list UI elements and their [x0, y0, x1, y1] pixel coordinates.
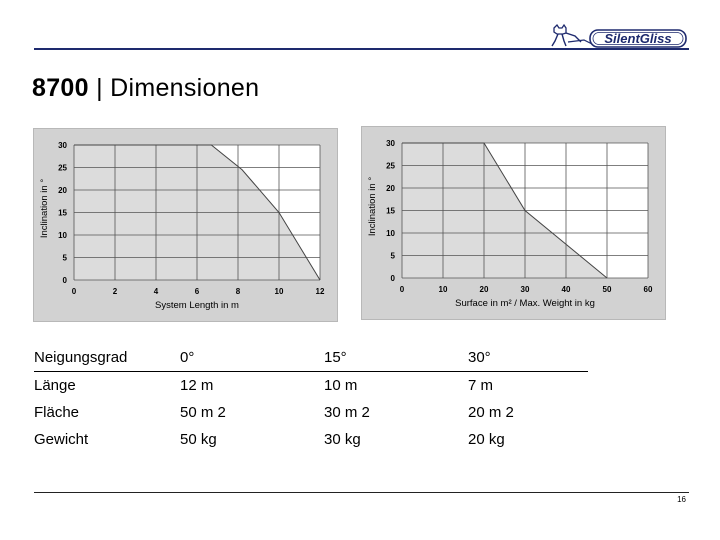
page-title-number: 8700	[32, 74, 89, 102]
x-tick-label: 4	[154, 287, 159, 296]
x-axis-label: Surface in m² / Max. Weight in kg	[455, 298, 595, 309]
x-tick-label: 8	[236, 287, 241, 296]
cat-mascot-icon	[551, 23, 593, 47]
x-tick-label: 2	[113, 287, 118, 296]
table-header-cell: 15°	[324, 344, 468, 372]
table-cell: Länge	[34, 377, 76, 394]
y-tick-label: 15	[58, 209, 67, 218]
x-axis-label: System Length in m	[155, 300, 239, 311]
x-tick-label: 30	[521, 285, 530, 294]
table-cell: 7 m	[468, 377, 494, 394]
y-tick-label: 30	[58, 141, 67, 150]
x-tick-label: 50	[603, 285, 612, 294]
table-cell: 30 m 2	[324, 404, 370, 421]
y-tick-label: 15	[386, 207, 395, 216]
y-tick-label: 20	[386, 184, 395, 193]
y-tick-label: 25	[58, 164, 67, 173]
page-title: 8700 | Dimensionen	[32, 74, 259, 103]
y-tick-label: 20	[58, 186, 67, 195]
dimensions-table: Neigungsgrad 0° 15° 30° Länge 12 m 10 m …	[34, 344, 588, 453]
chart-length-svg: 0 2 4 6 8 10 12 0 5 10 15 20 25 30 System Length in m I…	[39, 141, 325, 311]
x-tick-label: 6	[195, 287, 200, 296]
y-tick-label: 5	[63, 254, 68, 263]
x-tick-label: 0	[400, 285, 405, 294]
y-axis-label: Inclination in °	[367, 177, 378, 236]
table-header-cell: Neigungsgrad	[34, 344, 180, 372]
table-header-row: Neigungsgrad 0° 15° 30°	[34, 344, 588, 372]
table-cell: Gewicht	[34, 431, 89, 448]
x-tick-label: 20	[480, 285, 489, 294]
y-tick-label: 0	[391, 274, 396, 283]
header-rule	[34, 48, 689, 50]
x-tick-label: 0	[72, 287, 77, 296]
series-line	[74, 144, 321, 281]
table-row: Gewicht 50 kg 30 kg 20 kg	[34, 426, 588, 453]
table-cell: 12 m	[180, 377, 214, 394]
y-tick-label: 10	[386, 229, 395, 238]
y-tick-label: 0	[63, 276, 68, 285]
table-row: Länge 12 m 10 m 7 m	[34, 372, 588, 400]
table-cell: 20 m 2	[468, 404, 514, 421]
x-tick-label: 12	[316, 287, 325, 296]
x-tick-label: 60	[644, 285, 653, 294]
chart-surface: 0 10 20 30 40 50 60 0 5 10 15 20 25 30 Surface in m² /…	[361, 126, 666, 320]
table-cell: 10 m	[324, 377, 358, 394]
page-title-text: | Dimensionen	[88, 74, 260, 102]
table-cell: 20 kg	[468, 431, 505, 448]
table-row: Fläche 50 m 2 30 m 2 20 m 2	[34, 399, 588, 426]
x-tick-label: 40	[562, 285, 571, 294]
y-tick-label: 25	[386, 162, 395, 171]
y-tick-label: 30	[386, 139, 395, 148]
table-cell: 30 kg	[324, 431, 361, 448]
footer-rule	[34, 492, 689, 493]
table-header-cell: 30°	[468, 344, 588, 372]
series-line	[402, 142, 608, 279]
y-axis-label: Inclination in °	[39, 179, 50, 238]
chart-surface-svg: 0 10 20 30 40 50 60 0 5 10 15 20 25 30 Surface in m² /…	[367, 139, 653, 309]
silentgliss-logo: SilentGliss	[551, 23, 687, 48]
y-tick-label: 5	[391, 252, 396, 261]
y-tick-label: 10	[58, 231, 67, 240]
table-cell: 50 kg	[180, 431, 217, 448]
table-header-cell: 0°	[180, 344, 324, 372]
x-tick-label: 10	[439, 285, 448, 294]
chart-length: 0 2 4 6 8 10 12 0 5 10 15 20 25 30 System Length in m I…	[33, 128, 338, 322]
logo-wordmark: SilentGliss	[604, 31, 671, 46]
x-tick-label: 10	[275, 287, 284, 296]
page-number: 16	[677, 495, 686, 504]
table-cell: Fläche	[34, 404, 80, 421]
table-cell: 50 m 2	[180, 404, 226, 421]
